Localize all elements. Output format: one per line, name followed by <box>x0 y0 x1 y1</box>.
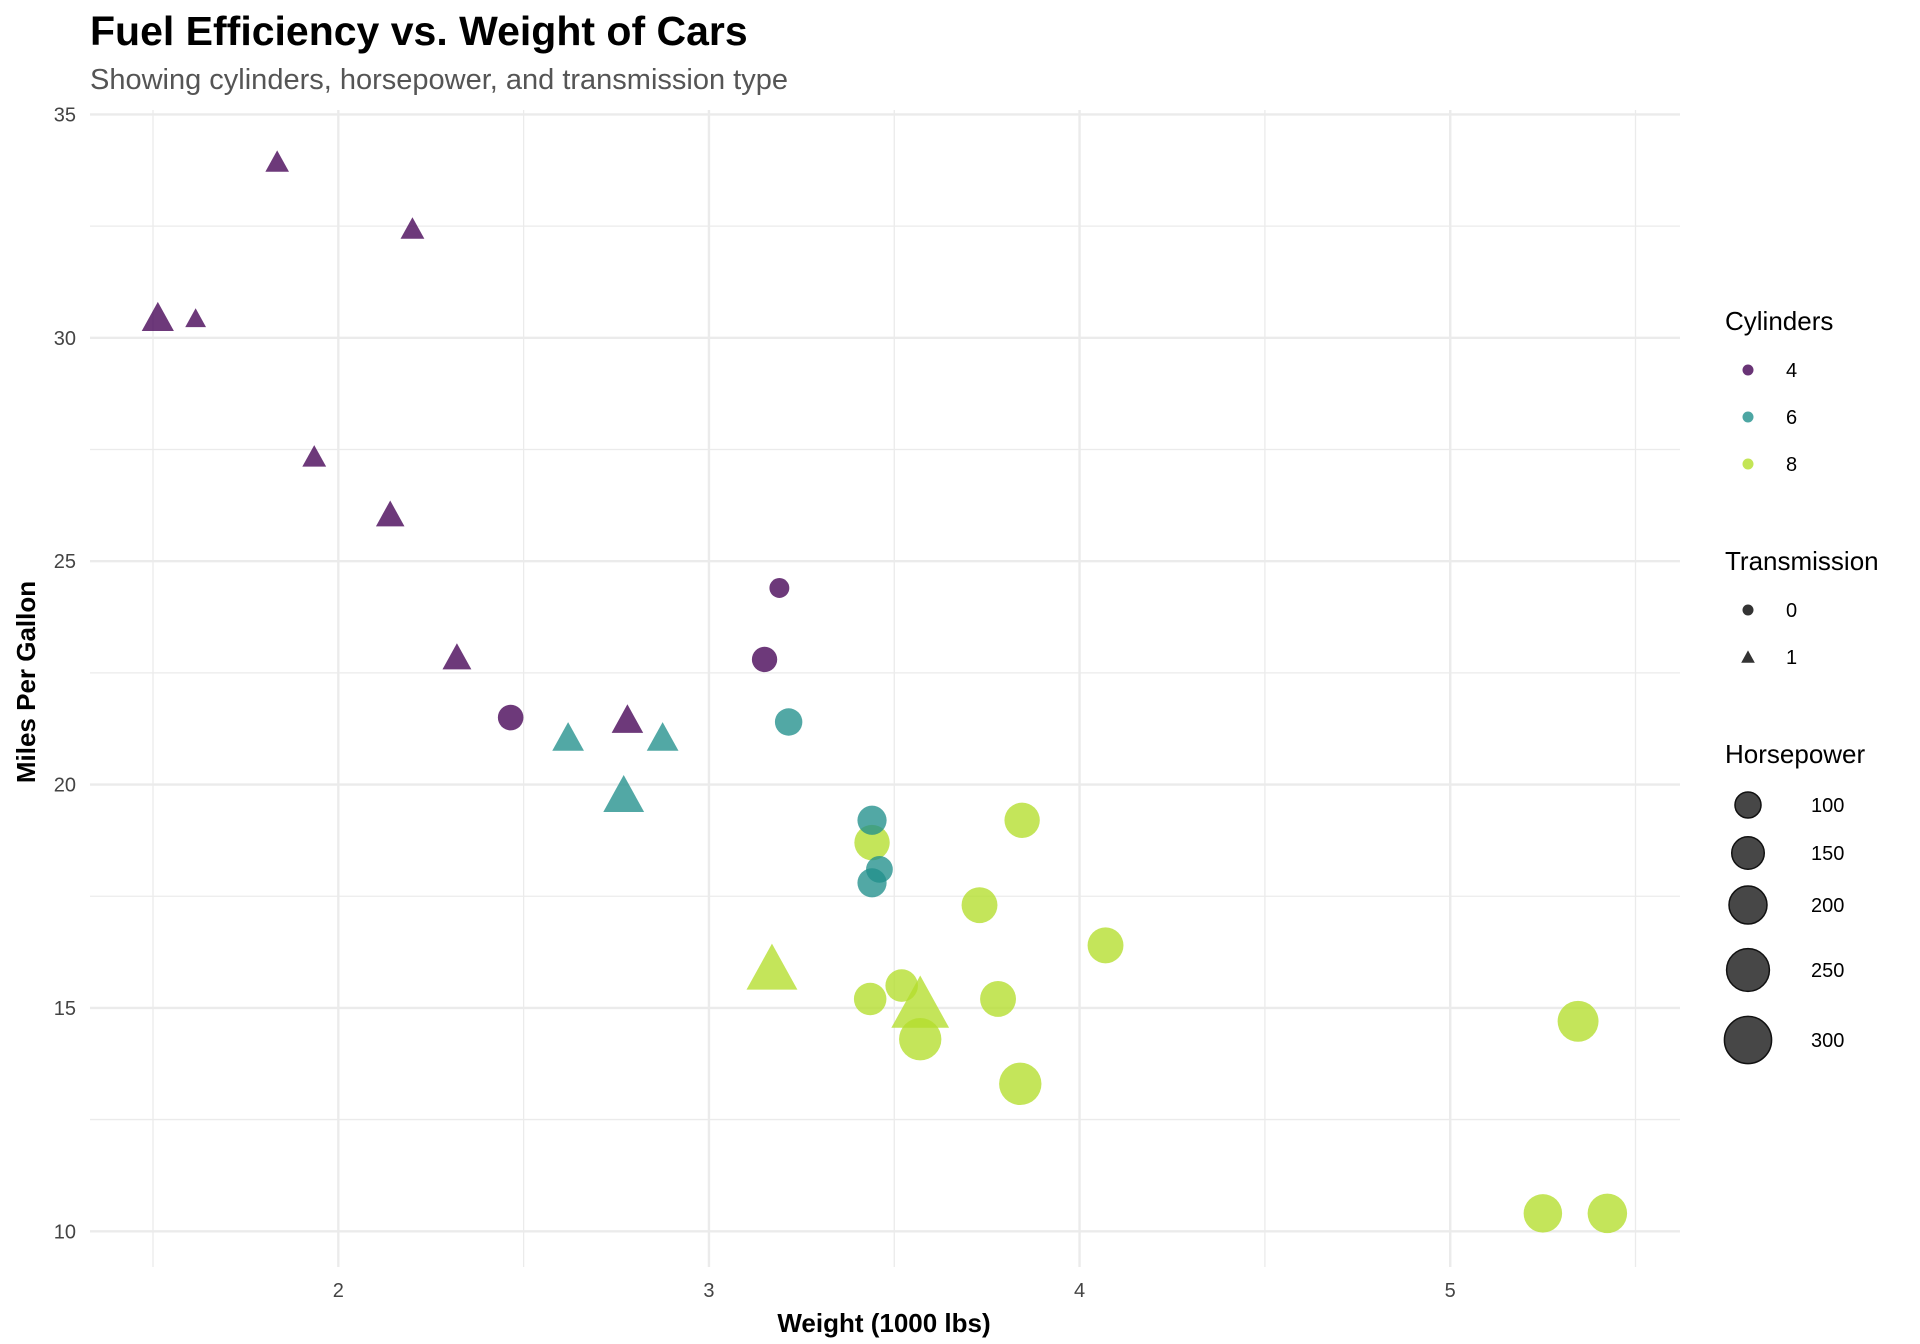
data-point <box>1557 1000 1599 1042</box>
chart-title: Fuel Efficiency vs. Weight of Cars <box>90 8 748 54</box>
legend-label-horsepower: 250 <box>1811 960 1844 982</box>
legend-key-transmission <box>1742 604 1754 616</box>
data-point <box>611 704 644 733</box>
data-point <box>141 301 174 332</box>
legend-key-horsepower <box>1734 791 1762 819</box>
legend: Cylinders 4 6 8 Transmission 0 1 Horsepower 100 1… <box>1723 306 1879 1065</box>
data-point <box>891 975 950 1028</box>
data-point <box>302 445 327 467</box>
data-point <box>751 646 778 673</box>
legend-key-horsepower <box>1725 947 1771 993</box>
data-point <box>265 150 289 172</box>
legend-label-horsepower: 300 <box>1811 1030 1844 1052</box>
legend-label-cylinders: 8 <box>1786 454 1797 476</box>
data-point <box>774 708 803 736</box>
legend-key-cylinders <box>1742 411 1754 423</box>
legend-title-horsepower: Horsepower <box>1725 739 1866 769</box>
grid-layer <box>90 110 1680 1267</box>
legend-key-transmission <box>1741 650 1755 663</box>
data-point <box>375 500 405 527</box>
y-tick-label: 15 <box>54 998 76 1020</box>
data-point <box>400 217 425 239</box>
y-tick-label: 10 <box>54 1221 76 1243</box>
data-point <box>646 722 679 751</box>
data-point <box>1087 927 1124 964</box>
tick-layer: 2 3 4 5 10 15 20 25 30 35 <box>54 104 1456 1302</box>
data-point <box>552 722 584 751</box>
data-point <box>899 1017 942 1061</box>
y-tick-label: 30 <box>54 328 76 350</box>
point-layer <box>141 150 1628 1234</box>
legend-key-horsepower <box>1728 885 1768 925</box>
chart-subtitle: Showing cylinders, horsepower, and trans… <box>90 64 788 96</box>
legend-key-cylinders <box>1742 458 1754 470</box>
y-tick-label: 35 <box>54 104 76 126</box>
data-point <box>185 308 207 328</box>
data-point <box>1587 1193 1628 1234</box>
x-tick-label: 3 <box>703 1280 714 1302</box>
legend-title-transmission: Transmission <box>1725 546 1879 576</box>
data-point <box>442 643 472 670</box>
legend-label-horsepower: 100 <box>1811 795 1844 817</box>
data-point <box>857 868 887 898</box>
legend-key-cylinders <box>1742 364 1754 376</box>
data-point <box>1004 802 1040 838</box>
y-tick-label: 20 <box>54 775 76 797</box>
x-axis-title: Weight (1000 lbs) <box>777 1308 990 1338</box>
data-point <box>746 943 798 990</box>
legend-label-horsepower: 150 <box>1811 843 1844 865</box>
y-tick-label: 25 <box>54 551 76 573</box>
legend-label-transmission: 0 <box>1786 600 1797 622</box>
data-point <box>854 824 890 861</box>
legend-label-cylinders: 6 <box>1786 407 1797 429</box>
data-point <box>1523 1194 1563 1233</box>
data-point <box>853 982 887 1016</box>
data-point <box>603 775 645 812</box>
legend-key-horsepower <box>1730 835 1766 871</box>
legend-label-transmission: 1 <box>1786 647 1797 669</box>
legend-label-horsepower: 200 <box>1811 895 1844 917</box>
data-point <box>999 1062 1042 1106</box>
legend-label-cylinders: 4 <box>1786 360 1797 382</box>
data-point <box>980 981 1016 1017</box>
data-point <box>961 887 998 924</box>
legend-key-horsepower <box>1723 1015 1773 1065</box>
data-point <box>857 805 887 835</box>
data-point <box>497 704 524 731</box>
y-axis-title: Miles Per Gallon <box>11 581 41 783</box>
x-tick-label: 4 <box>1074 1280 1085 1302</box>
x-tick-label: 2 <box>333 1280 344 1302</box>
legend-title-cylinders: Cylinders <box>1725 306 1833 336</box>
x-tick-label: 5 <box>1445 1280 1456 1302</box>
data-point <box>885 969 918 1002</box>
data-point <box>769 578 790 598</box>
